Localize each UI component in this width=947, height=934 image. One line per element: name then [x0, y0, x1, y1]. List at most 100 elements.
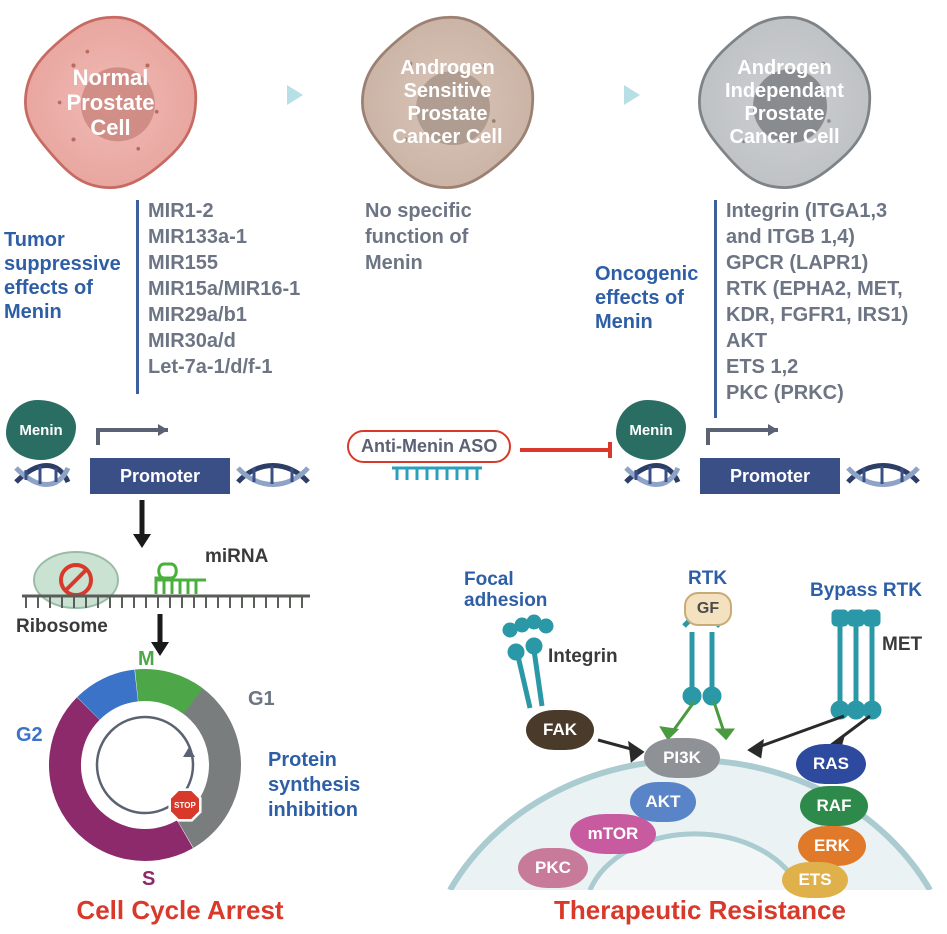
left-item-6: Let-7a-1/d/f-1: [148, 354, 300, 380]
promoter-left: Promoter: [90, 458, 230, 494]
pill-raf: RAF: [800, 786, 868, 826]
right-item-5: AKT: [726, 328, 908, 354]
pill-ras: RAS: [796, 744, 866, 784]
down-arrow-1: [130, 500, 154, 550]
phase-s: S: [142, 868, 155, 891]
left-title-l1: Tumor: [4, 228, 134, 252]
right-item-2: GPCR (LAPR1): [726, 250, 908, 276]
left-item-5: MIR30a/d: [148, 328, 300, 354]
left-item-2: MIR155: [148, 250, 300, 276]
right-title: Oncogenic effects of Menin: [595, 262, 705, 334]
erk-label: ERK: [814, 836, 850, 856]
promoter-left-label: Promoter: [120, 466, 200, 487]
promoter-right-label: Promoter: [730, 466, 810, 487]
rtk-label: RTK: [688, 568, 727, 590]
aso-label: Anti-Menin ASO: [361, 436, 497, 457]
cell-independent-l4: Cancer Cell: [729, 126, 839, 149]
menin-left-label: Menin: [19, 422, 62, 439]
bottom-left-title: Cell Cycle Arrest: [40, 895, 320, 926]
right-item-6: ETS 1,2: [726, 354, 908, 380]
cell-normal-l1: Normal: [73, 65, 149, 90]
aso-box: Anti-Menin ASO: [347, 430, 511, 463]
pill-fak: FAK: [526, 710, 594, 750]
stop-label: STOP: [168, 788, 202, 822]
left-item-1: MIR133a-1: [148, 224, 300, 250]
synth-l2: synthesis: [268, 773, 360, 798]
left-title-l3: effects of: [4, 276, 134, 300]
dna-left: Promoter Menin: [8, 400, 328, 500]
left-title: Tumor suppressive effects of Menin: [4, 228, 134, 324]
dna-right: Promoter Menin: [618, 400, 938, 500]
synth-l1: Protein: [268, 748, 360, 773]
integrin-label: Integrin: [548, 646, 618, 668]
right-item-3: RTK (EPHA2, MET,: [726, 276, 908, 302]
cell-sensitive-l2: Sensitive: [404, 80, 492, 103]
bypass-label: Bypass RTK: [810, 580, 922, 602]
phase-m: M: [138, 648, 155, 671]
left-list-bar: [136, 200, 139, 394]
pkc-label: PKC: [535, 858, 571, 878]
synth-note: Protein synthesis inhibition: [268, 748, 360, 823]
synth-l3: inhibition: [268, 798, 360, 823]
left-item-3: MIR15a/MIR16-1: [148, 276, 300, 302]
cell-sensitive-l4: Cancer Cell: [392, 126, 502, 149]
progression-arrow-2: [582, 80, 642, 110]
mtor-label: mTOR: [588, 824, 639, 844]
mirna-label: miRNA: [205, 546, 268, 568]
cell-sensitive-l1: Androgen: [400, 57, 494, 80]
ras-label: RAS: [813, 754, 849, 774]
cell-independent-l1: Androgen: [737, 57, 831, 80]
focal-l2: adhesion: [464, 591, 547, 612]
aso-block-arrow: [520, 440, 620, 460]
left-item-0: MIR1-2: [148, 198, 300, 224]
middle-note-l1: No specific: [365, 198, 472, 224]
pill-pkc: PKC: [518, 848, 588, 888]
right-list-bar: [714, 200, 717, 418]
bottom-right-title: Therapeutic Resistance: [515, 895, 885, 926]
left-title-l2: suppressive: [4, 252, 134, 276]
fak-label: FAK: [543, 720, 577, 740]
right-title-l1: Oncogenic: [595, 262, 705, 286]
phase-g2: G2: [16, 724, 43, 747]
pi3k-label: PI3K: [663, 748, 701, 768]
right-title-l2: effects of: [595, 286, 705, 310]
focal-label: Focal adhesion: [464, 570, 547, 612]
pill-ets: ETS: [782, 862, 848, 898]
cell-independent: Androgen Independant Prostate Cancer Cel…: [692, 10, 877, 195]
stop-sign: STOP: [168, 788, 202, 822]
right-item-1: and ITGB 1,4): [726, 224, 908, 250]
right-item-4: KDR, FGFR1, IRS1): [726, 302, 908, 328]
ets-label: ETS: [798, 870, 831, 890]
met-label: MET: [882, 634, 922, 656]
menin-right-label: Menin: [629, 422, 672, 439]
left-title-l4: Menin: [4, 300, 134, 324]
middle-note-l3: Menin: [365, 250, 472, 276]
pill-mtor: mTOR: [570, 814, 656, 854]
progression-arrow-1: [245, 80, 305, 110]
middle-note: No specific function of Menin: [365, 198, 472, 276]
cell-independent-l2: Independant: [725, 80, 844, 103]
focal-l1: Focal: [464, 570, 547, 591]
cell-sensitive-l3: Prostate: [407, 103, 487, 126]
aso-oligo: [392, 466, 482, 482]
cell-sensitive: Androgen Sensitive Prostate Cancer Cell: [355, 10, 540, 195]
pill-pi3k: PI3K: [644, 738, 720, 778]
gf-pill: GF: [684, 592, 732, 626]
cell-normal-l3: Cell: [90, 115, 130, 140]
promoter-right: Promoter: [700, 458, 840, 494]
pathway: GF Focal adhesion RTK Bypass RTK Integri…: [430, 570, 940, 890]
right-item-0: Integrin (ITGA1,3: [726, 198, 908, 224]
right-title-l3: Menin: [595, 310, 705, 334]
phase-g1: G1: [248, 688, 275, 711]
ribosome-label: Ribosome: [16, 616, 108, 638]
left-list: MIR1-2 MIR133a-1 MIR155 MIR15a/MIR16-1 M…: [148, 198, 300, 380]
gf-label: GF: [697, 600, 719, 618]
cell-normal: Normal Prostate Cell: [18, 10, 203, 195]
left-item-4: MIR29a/b1: [148, 302, 300, 328]
raf-label: RAF: [817, 796, 852, 816]
akt-label: AKT: [646, 792, 681, 812]
cell-independent-l3: Prostate: [744, 103, 824, 126]
right-list: Integrin (ITGA1,3 and ITGB 1,4) GPCR (LA…: [726, 198, 908, 406]
pill-erk: ERK: [798, 826, 866, 866]
pill-akt: AKT: [630, 782, 696, 822]
